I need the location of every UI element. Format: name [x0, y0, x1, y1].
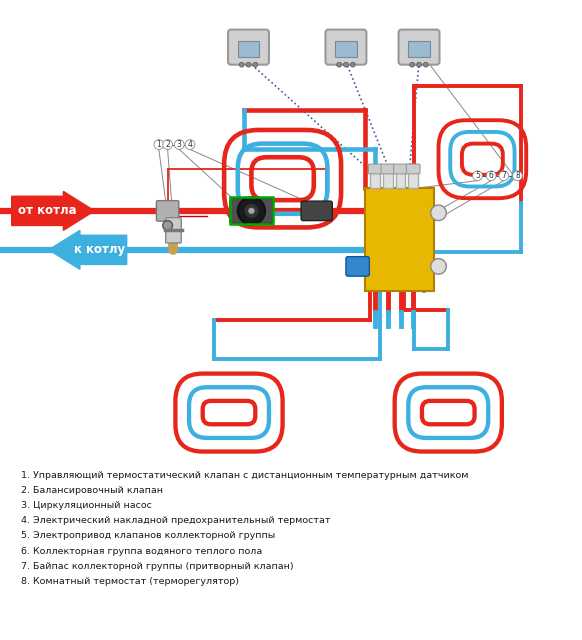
FancyArrow shape [12, 191, 94, 230]
FancyArrow shape [49, 230, 127, 269]
Bar [230, 197, 273, 225]
Circle shape [249, 208, 254, 214]
Circle shape [163, 221, 172, 230]
FancyBboxPatch shape [399, 29, 439, 65]
FancyBboxPatch shape [368, 164, 382, 174]
Circle shape [417, 62, 421, 67]
Circle shape [239, 62, 244, 67]
Text: 1: 1 [157, 140, 161, 149]
FancyBboxPatch shape [166, 218, 181, 243]
Text: 4: 4 [187, 140, 193, 149]
Circle shape [473, 171, 482, 180]
Text: 5. Электропривод клапанов коллекторной группы: 5. Электропривод клапанов коллекторной г… [22, 531, 276, 540]
Bar [409, 42, 430, 57]
Circle shape [431, 205, 446, 221]
Circle shape [343, 62, 349, 67]
Text: 5: 5 [475, 172, 480, 180]
Circle shape [238, 197, 265, 225]
Text: 7: 7 [501, 172, 506, 180]
Circle shape [424, 62, 428, 67]
FancyBboxPatch shape [406, 164, 420, 174]
Bar [409, 171, 418, 188]
FancyBboxPatch shape [325, 29, 367, 65]
Bar [383, 171, 393, 188]
Circle shape [337, 62, 342, 67]
Text: 3. Циркуляционный насос: 3. Циркуляционный насос [22, 501, 152, 510]
Bar [370, 171, 380, 188]
Circle shape [410, 62, 414, 67]
Bar [335, 42, 357, 57]
Text: от котла: от котла [17, 204, 76, 218]
Text: 6: 6 [489, 172, 494, 180]
FancyBboxPatch shape [157, 200, 179, 221]
Circle shape [246, 62, 251, 67]
Text: 2. Балансировочный клапан: 2. Балансировочный клапан [22, 486, 164, 495]
Circle shape [513, 171, 522, 180]
Circle shape [244, 203, 259, 219]
Bar [238, 42, 259, 57]
Circle shape [185, 140, 195, 150]
Text: 7. Байпас коллекторной группы (притворный клапан): 7. Байпас коллекторной группы (притворны… [22, 562, 294, 571]
Bar [396, 171, 406, 188]
Text: 8. Комнатный термостат (терморегулятор): 8. Комнатный термостат (терморегулятор) [22, 577, 239, 586]
Text: 6. Коллекторная группа водяного теплого пола: 6. Коллекторная группа водяного теплого … [22, 547, 262, 556]
Text: 2: 2 [165, 140, 170, 149]
FancyBboxPatch shape [230, 198, 273, 223]
FancyBboxPatch shape [393, 164, 407, 174]
Circle shape [350, 62, 355, 67]
FancyBboxPatch shape [381, 164, 395, 174]
Circle shape [154, 140, 164, 150]
Text: 3: 3 [177, 140, 182, 149]
FancyBboxPatch shape [228, 29, 269, 65]
Circle shape [175, 140, 184, 150]
Text: 1. Управляющий термостатический клапан с дистанционным температурным датчиком: 1. Управляющий термостатический клапан с… [22, 471, 469, 480]
Circle shape [253, 62, 258, 67]
Circle shape [163, 140, 172, 150]
Text: 8: 8 [515, 172, 520, 180]
Bar [365, 188, 434, 291]
Circle shape [499, 171, 509, 180]
FancyBboxPatch shape [346, 257, 370, 276]
Circle shape [431, 259, 446, 274]
FancyBboxPatch shape [301, 201, 332, 221]
Text: к котлу: к котлу [73, 243, 125, 257]
Text: 4. Электрический накладной предохранительный термостат: 4. Электрический накладной предохранител… [22, 516, 331, 525]
Circle shape [487, 171, 496, 180]
